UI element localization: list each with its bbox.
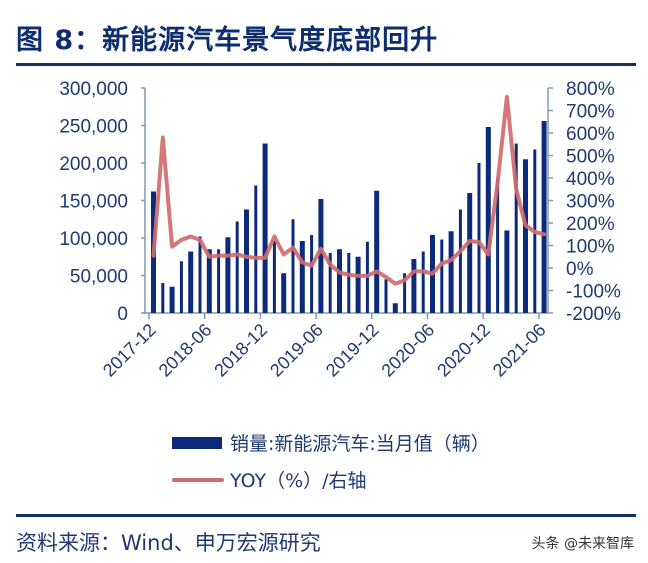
- source-note: 资料来源：Wind、申万宏源研究: [16, 531, 321, 555]
- svg-text:2021-06: 2021-06: [489, 320, 550, 381]
- line-series-yoy: [151, 95, 547, 286]
- svg-text:400%: 400%: [566, 169, 615, 190]
- title-divider: [16, 63, 636, 66]
- legend-item-yoy: YOY（%）/右轴: [172, 461, 490, 498]
- svg-text:800%: 800%: [566, 79, 615, 100]
- svg-text:150,000: 150,000: [59, 192, 128, 213]
- svg-text:200%: 200%: [566, 214, 615, 235]
- chart: 0 50,000 100,000 150,000 200,000 250,000 300,0…: [59, 79, 621, 381]
- svg-text:-100%: -100%: [566, 282, 621, 303]
- line-swatch-icon: [172, 477, 224, 482]
- svg-text:300,000: 300,000: [59, 79, 128, 100]
- svg-text:100,000: 100,000: [59, 229, 128, 250]
- x-axis: 2017-122018-062018-122019-062019-122020-…: [99, 312, 550, 381]
- svg-text:2019-12: 2019-12: [322, 320, 383, 381]
- svg-text:2017-12: 2017-12: [99, 320, 160, 381]
- page-title: 图 8：新能源汽车景气度底部回升: [16, 25, 439, 56]
- svg-text:2018-12: 2018-12: [210, 320, 271, 381]
- svg-text:2020-06: 2020-06: [377, 320, 438, 381]
- svg-text:-200%: -200%: [566, 304, 621, 325]
- svg-text:0%: 0%: [566, 259, 594, 280]
- svg-text:700%: 700%: [566, 102, 615, 123]
- svg-text:2020-12: 2020-12: [433, 320, 494, 381]
- left-y-axis: 0 50,000 100,000 150,000 200,000 250,000 300,0…: [59, 79, 146, 325]
- svg-text:250,000: 250,000: [59, 117, 128, 138]
- legend-item-sales: 销量:新能源汽车:当月值（辆）: [172, 424, 490, 461]
- bar-series-sales: [151, 121, 547, 313]
- legend-label-sales: 销量:新能源汽车:当月值（辆）: [230, 433, 490, 455]
- svg-text:200,000: 200,000: [59, 154, 128, 175]
- bar-swatch-icon: [172, 436, 222, 449]
- legend: 销量:新能源汽车:当月值（辆） YOY（%）/右轴: [172, 424, 490, 498]
- svg-text:2019-06: 2019-06: [266, 320, 327, 381]
- svg-text:50,000: 50,000: [70, 267, 128, 288]
- svg-text:500%: 500%: [566, 147, 615, 168]
- watermark: 头条 @未来智库: [531, 536, 634, 552]
- legend-label-yoy: YOY（%）/右轴: [230, 470, 367, 492]
- right-y-axis: -200%-100%0%100%200%300%400%500%600%700%…: [547, 79, 621, 325]
- svg-text:100%: 100%: [566, 237, 615, 258]
- svg-text:2018-06: 2018-06: [155, 320, 216, 381]
- svg-text:0: 0: [117, 304, 128, 325]
- svg-text:600%: 600%: [566, 124, 615, 145]
- svg-text:300%: 300%: [566, 192, 615, 213]
- footer-divider: [16, 514, 636, 517]
